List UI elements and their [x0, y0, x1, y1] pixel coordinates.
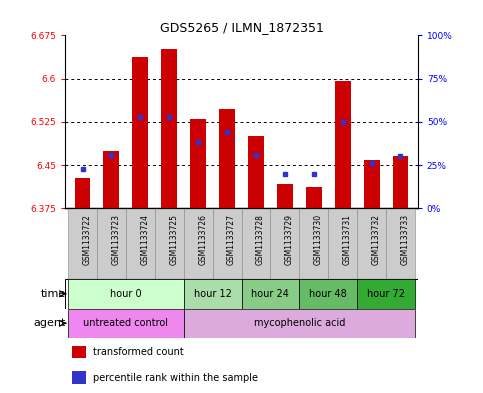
Bar — [299, 208, 328, 279]
Text: time: time — [41, 289, 66, 299]
Text: GSM1133728: GSM1133728 — [256, 214, 265, 265]
Text: GSM1133731: GSM1133731 — [342, 214, 352, 265]
Bar — [184, 279, 242, 309]
Bar — [219, 108, 235, 208]
Text: GSM1133725: GSM1133725 — [169, 214, 178, 265]
Text: GSM1133726: GSM1133726 — [198, 214, 207, 265]
Text: untreated control: untreated control — [84, 318, 169, 328]
Text: agent: agent — [33, 318, 66, 328]
Text: GSM1133730: GSM1133730 — [314, 214, 323, 265]
Text: hour 12: hour 12 — [194, 289, 231, 299]
Bar — [68, 309, 184, 338]
Text: hour 72: hour 72 — [367, 289, 405, 299]
Bar — [248, 136, 264, 208]
Bar — [184, 208, 213, 279]
Bar — [155, 208, 184, 279]
Bar — [184, 309, 415, 338]
Bar — [74, 178, 90, 208]
Bar — [335, 81, 351, 208]
Text: GSM1133729: GSM1133729 — [285, 214, 294, 265]
Bar — [72, 345, 86, 358]
Bar — [299, 279, 357, 309]
Text: hour 0: hour 0 — [110, 289, 142, 299]
Text: hour 48: hour 48 — [309, 289, 347, 299]
Text: hour 24: hour 24 — [252, 289, 289, 299]
Bar — [190, 119, 206, 208]
Text: GSM1133723: GSM1133723 — [112, 214, 120, 265]
Bar — [364, 160, 380, 208]
Bar — [68, 208, 97, 279]
Bar — [242, 279, 299, 309]
Title: GDS5265 / ILMN_1872351: GDS5265 / ILMN_1872351 — [159, 21, 324, 34]
Bar — [132, 57, 148, 208]
Bar — [103, 151, 119, 208]
Bar — [213, 208, 242, 279]
Text: GSM1133733: GSM1133733 — [400, 214, 410, 265]
Bar — [306, 187, 322, 208]
Bar — [126, 208, 155, 279]
Bar — [97, 208, 126, 279]
Text: mycophenolic acid: mycophenolic acid — [254, 318, 345, 328]
Bar — [270, 208, 299, 279]
Text: GSM1133727: GSM1133727 — [227, 214, 236, 265]
Bar — [357, 208, 386, 279]
Text: transformed count: transformed count — [93, 347, 184, 357]
Text: percentile rank within the sample: percentile rank within the sample — [93, 373, 258, 383]
Bar — [386, 208, 415, 279]
Bar — [393, 156, 409, 208]
Bar — [277, 184, 293, 208]
Bar — [72, 371, 86, 384]
Bar — [328, 208, 357, 279]
Text: GSM1133732: GSM1133732 — [371, 214, 381, 265]
Bar — [242, 208, 270, 279]
Text: GSM1133722: GSM1133722 — [83, 214, 92, 265]
Text: GSM1133724: GSM1133724 — [141, 214, 149, 265]
Bar — [68, 279, 184, 309]
Bar — [161, 49, 177, 208]
Bar — [357, 279, 415, 309]
